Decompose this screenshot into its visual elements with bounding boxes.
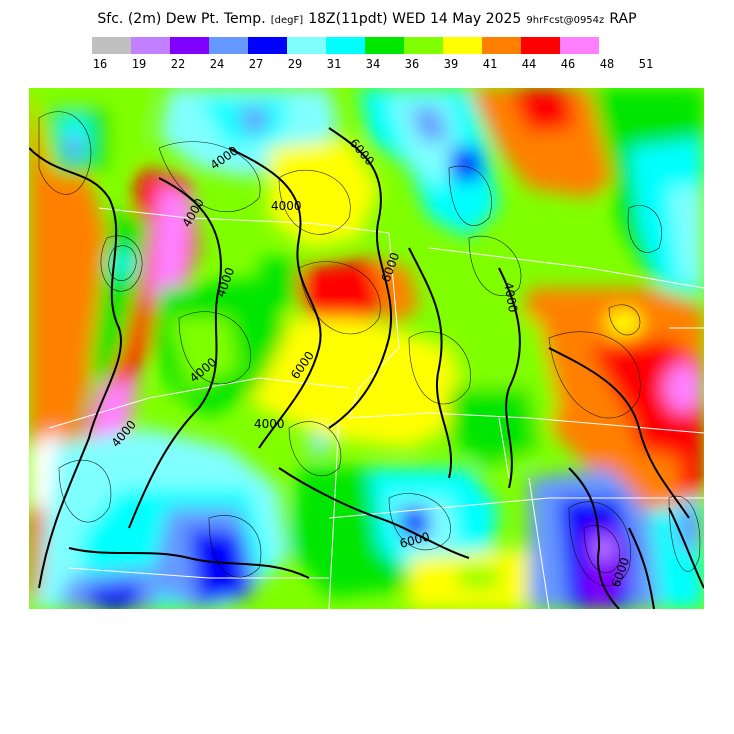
terrain-contours bbox=[29, 127, 704, 609]
legend-tick-label: 34 bbox=[365, 57, 381, 71]
legend-swatch bbox=[326, 37, 365, 54]
legend-swatch bbox=[287, 37, 326, 54]
color-legend: 16 19 22 24 27 29 31 34 36 39 41 44 46 48 51 bbox=[92, 37, 653, 73]
legend-swatch bbox=[443, 37, 482, 54]
title-units: [degF] bbox=[270, 15, 304, 26]
dewpoint-map: 4000 6000 4000 4000 4000 6000 4000 4000 … bbox=[29, 88, 704, 609]
legend-swatch bbox=[131, 37, 170, 54]
legend-tick-label: 22 bbox=[170, 57, 186, 71]
legend-tick-label: 16 bbox=[92, 57, 108, 71]
legend-tick-label: 51 bbox=[638, 57, 654, 71]
title-field: Sfc. (2m) Dew Pt. Temp. bbox=[97, 11, 266, 27]
legend-swatch bbox=[170, 37, 209, 54]
title-forecast: 9hrFcst@0954z bbox=[526, 15, 605, 26]
legend-swatch bbox=[482, 37, 521, 54]
dewpoint-shading bbox=[29, 88, 704, 609]
legend-tick-label: 41 bbox=[482, 57, 498, 71]
legend-swatch bbox=[248, 37, 287, 54]
legend-swatch bbox=[92, 37, 131, 54]
legend-swatch bbox=[560, 37, 599, 54]
contour-label-c11: 4000 bbox=[254, 417, 285, 431]
legend-swatch bbox=[209, 37, 248, 54]
legend-tick-label: 39 bbox=[443, 57, 459, 71]
contour-label-c3: 4000 bbox=[271, 199, 302, 213]
legend-swatch bbox=[521, 37, 560, 54]
map-canvas: 4000 6000 4000 4000 4000 6000 4000 4000 … bbox=[29, 88, 704, 609]
legend-tick-label: 27 bbox=[248, 57, 264, 71]
state-borders bbox=[48, 207, 704, 609]
title-valid-time: 18Z(11pdt) WED 14 May 2025 bbox=[308, 11, 522, 27]
legend-tick-label: 44 bbox=[521, 57, 537, 71]
legend-tick-label: 29 bbox=[287, 57, 303, 71]
legend-swatch bbox=[365, 37, 404, 54]
map-title: Sfc. (2m) Dew Pt. Temp. [degF] 18Z(11pdt… bbox=[0, 8, 734, 27]
title-model: RAP bbox=[609, 11, 637, 27]
thin-contours bbox=[38, 111, 701, 586]
contour-label-c7: 4000 bbox=[501, 281, 520, 314]
legend-tick-label: 48 bbox=[599, 57, 615, 71]
legend-swatch bbox=[404, 37, 443, 54]
legend-tick-label: 24 bbox=[209, 57, 225, 71]
legend-tick-label: 31 bbox=[326, 57, 342, 71]
legend-tick-label: 36 bbox=[404, 57, 420, 71]
legend-tick-label: 19 bbox=[131, 57, 147, 71]
legend-tick-label: 46 bbox=[560, 57, 576, 71]
